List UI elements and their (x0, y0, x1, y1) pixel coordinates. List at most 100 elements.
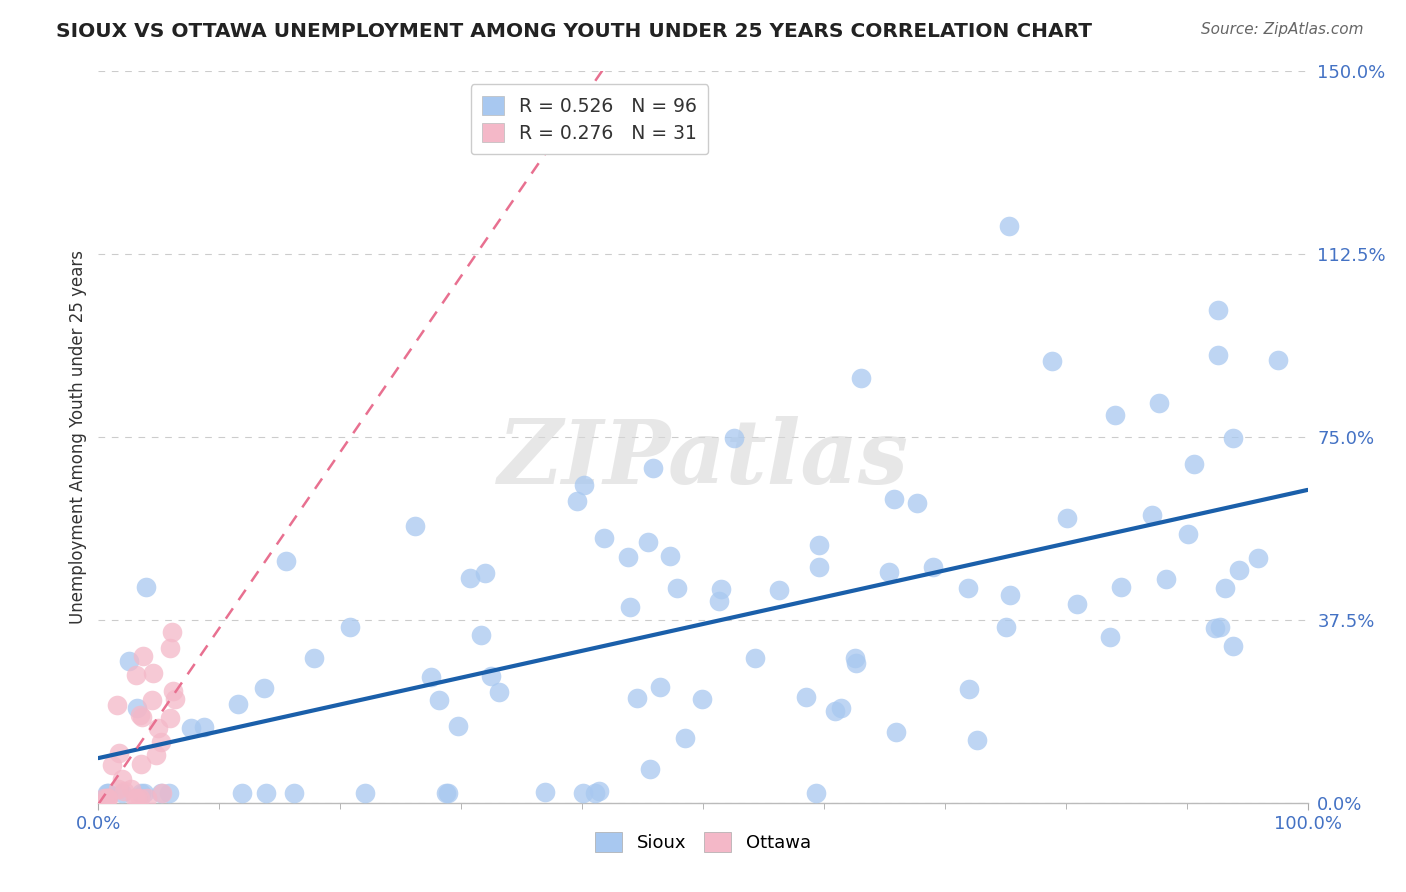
Point (643, 460, 665, 475)
Point (905, 495, 928, 509)
Point (808, 559, 831, 574)
Point (353, 786, 375, 800)
Point (665, 581, 688, 595)
Point (1206, 348, 1229, 362)
Point (593, 531, 616, 545)
Point (447, 719, 470, 733)
Point (957, 581, 980, 595)
Point (640, 762, 662, 776)
Point (97, 791, 120, 805)
Point (458, 571, 481, 585)
Point (96, 786, 118, 800)
Point (723, 431, 745, 445)
Point (145, 747, 167, 762)
Point (710, 582, 733, 596)
Point (254, 786, 277, 800)
Point (162, 683, 184, 698)
Y-axis label: Unemployment Among Youth under 25 years: Unemployment Among Youth under 25 years (69, 250, 87, 624)
Point (966, 733, 988, 747)
Point (434, 786, 457, 800)
Point (127, 791, 149, 805)
Point (127, 700, 149, 714)
Point (830, 700, 852, 714)
Text: SIOUX VS OTTAWA UNEMPLOYMENT AMONG YOUTH UNDER 25 YEARS CORRELATION CHART: SIOUX VS OTTAWA UNEMPLOYMENT AMONG YOUTH… (56, 22, 1092, 41)
Point (1222, 431, 1244, 445)
Point (129, 786, 152, 800)
Point (107, 698, 129, 712)
Point (148, 721, 170, 735)
Point (588, 784, 610, 798)
Point (1213, 581, 1236, 595)
Point (845, 656, 868, 670)
Point (1066, 597, 1088, 611)
Point (1140, 508, 1163, 523)
Point (111, 786, 134, 800)
Point (228, 697, 250, 711)
Point (849, 370, 872, 384)
Point (998, 219, 1021, 233)
Point (1204, 621, 1226, 635)
Point (884, 725, 907, 739)
Point (637, 534, 659, 549)
Point (180, 721, 202, 735)
Point (844, 650, 866, 665)
Point (565, 494, 588, 508)
Point (807, 538, 830, 552)
Point (159, 711, 181, 725)
Point (1149, 396, 1171, 410)
Point (616, 550, 638, 565)
Point (97, 786, 120, 800)
Point (824, 704, 846, 718)
Point (111, 772, 134, 786)
Point (1177, 527, 1199, 541)
Point (149, 734, 172, 748)
Point (479, 668, 502, 682)
Point (136, 791, 159, 805)
Point (150, 786, 173, 800)
Point (93, 791, 115, 805)
Point (193, 720, 215, 734)
Point (160, 625, 183, 640)
Point (142, 666, 165, 681)
Point (804, 786, 827, 800)
Point (108, 746, 131, 760)
Point (744, 651, 766, 665)
Point (1040, 354, 1063, 368)
Point (283, 786, 305, 800)
Point (707, 593, 730, 607)
Point (1227, 563, 1250, 577)
Point (572, 786, 595, 800)
Point (1209, 620, 1232, 634)
Point (648, 680, 671, 694)
Point (1098, 630, 1121, 644)
Point (1109, 581, 1132, 595)
Point (124, 791, 146, 805)
Point (1156, 572, 1178, 586)
Point (118, 654, 141, 668)
Point (1267, 353, 1289, 368)
Point (132, 648, 155, 663)
Point (128, 791, 150, 805)
Point (339, 620, 361, 634)
Text: Source: ZipAtlas.com: Source: ZipAtlas.com (1201, 22, 1364, 37)
Point (437, 786, 460, 800)
Point (101, 758, 124, 772)
Point (659, 549, 682, 563)
Point (427, 693, 450, 707)
Text: ZIPatlas: ZIPatlas (498, 416, 908, 502)
Point (488, 685, 510, 699)
Point (150, 786, 173, 800)
Point (626, 690, 648, 705)
Point (957, 682, 980, 697)
Point (619, 599, 641, 614)
Legend: Sioux, Ottawa: Sioux, Ottawa (588, 825, 818, 860)
Point (1104, 408, 1126, 422)
Point (135, 580, 157, 594)
Point (165, 692, 187, 706)
Point (131, 710, 153, 724)
Point (1182, 458, 1205, 472)
Point (157, 786, 180, 800)
Point (474, 566, 496, 580)
Point (112, 784, 135, 798)
Point (673, 731, 696, 745)
